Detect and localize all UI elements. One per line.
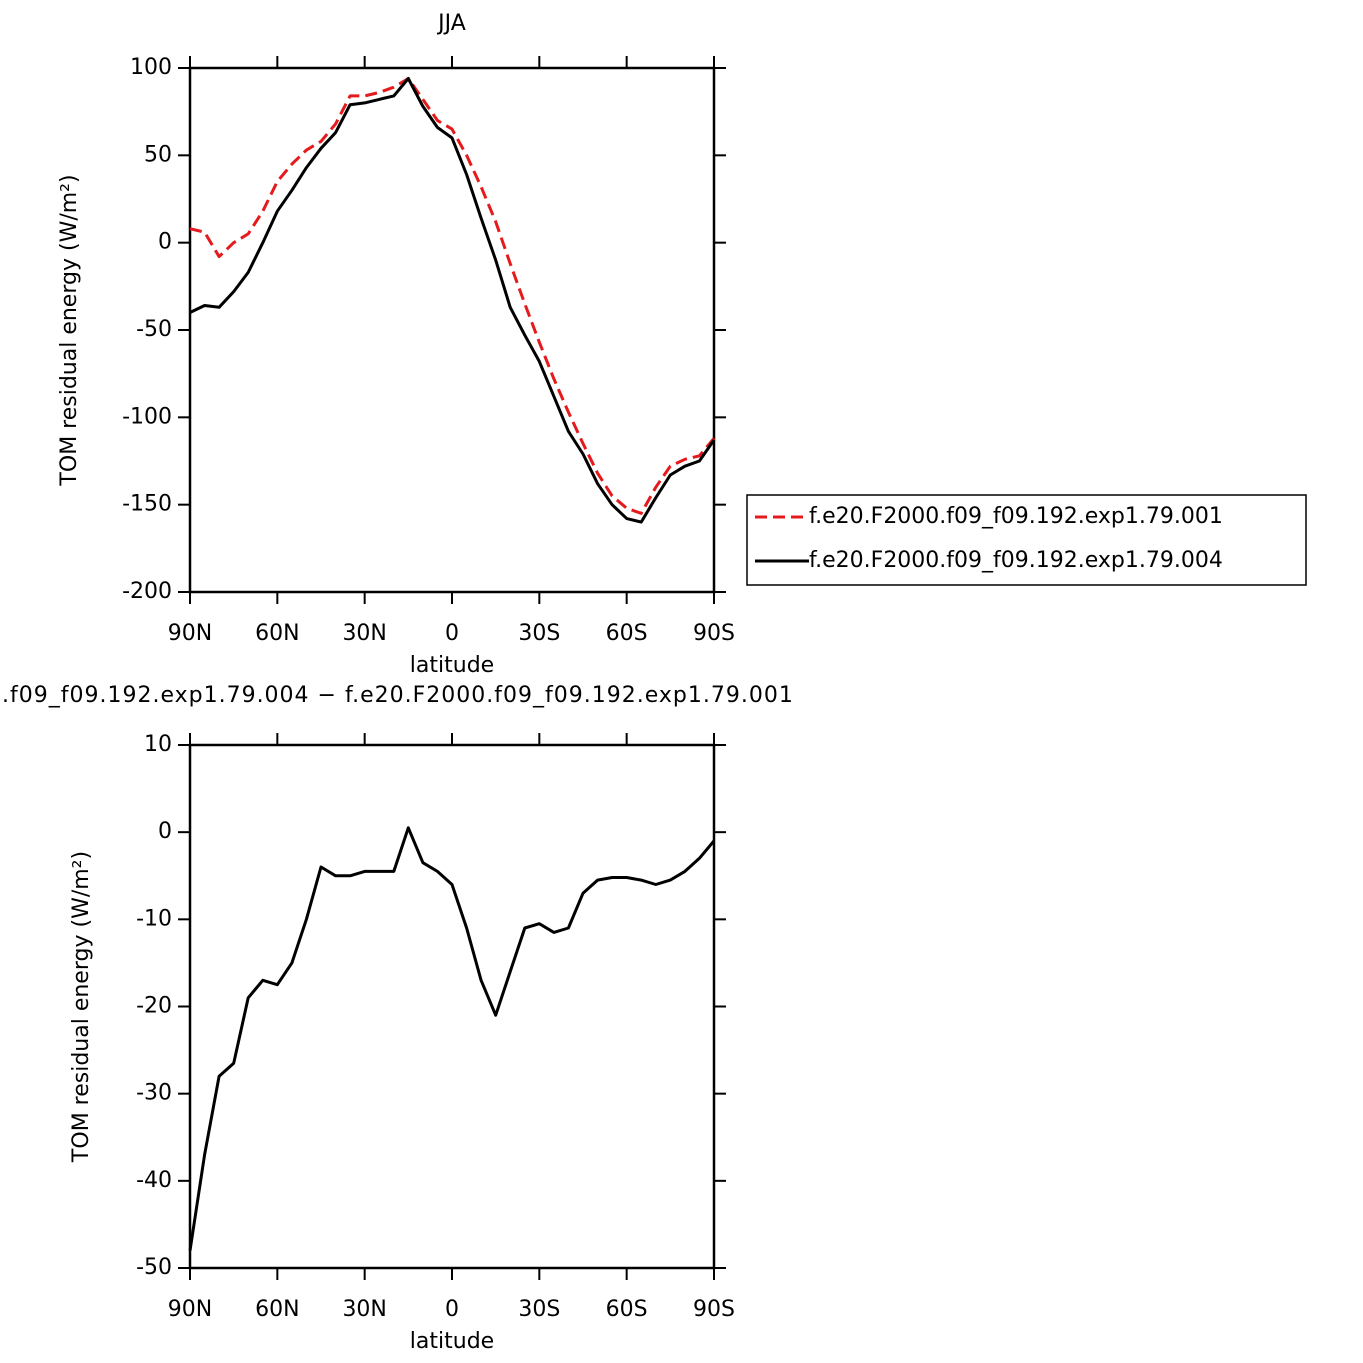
y-tick-label: -20 <box>136 994 172 1019</box>
x-axis-label: latitude <box>410 653 494 678</box>
x-tick-label: 90S <box>693 621 735 646</box>
x-tick-label: 30S <box>518 1297 560 1322</box>
x-tick-label: 30N <box>342 1297 386 1322</box>
y-tick-label: 0 <box>158 230 172 255</box>
plot-frame <box>188 743 716 1270</box>
y-tick-label: -50 <box>136 1255 172 1280</box>
y-tick-label: 100 <box>130 55 172 80</box>
chart-title: JJA <box>436 11 466 36</box>
y-tick-label: -200 <box>122 579 172 604</box>
y-tick-label: -50 <box>136 317 172 342</box>
x-tick-label: 60N <box>255 1297 299 1322</box>
x-tick-label: 60S <box>606 1297 648 1322</box>
legend-label: f.e20.F2000.f09_f09.192.exp1.79.004 <box>809 548 1223 573</box>
y-tick-label: 10 <box>144 732 172 757</box>
data-line <box>189 77 716 515</box>
x-tick-label: 0 <box>445 1297 459 1322</box>
y-tick-label: -30 <box>136 1081 172 1106</box>
x-tick-label: 90N <box>168 621 212 646</box>
y-axis-label: TOM residual energy (W/m²) <box>57 174 82 486</box>
x-tick-label: 30S <box>518 621 560 646</box>
x-tick-label: 90N <box>168 1297 212 1322</box>
legend-box <box>746 494 1307 586</box>
x-tick-label: 60N <box>255 621 299 646</box>
y-tick-label: 50 <box>144 142 172 167</box>
data-line <box>189 77 716 524</box>
x-tick-label: 30N <box>342 621 386 646</box>
data-line <box>188 826 716 1251</box>
plot-frame <box>188 66 716 594</box>
legend-label: f.e20.F2000.f09_f09.192.exp1.79.001 <box>809 504 1223 529</box>
y-tick-label: -100 <box>122 404 172 429</box>
y-tick-label: -150 <box>122 492 172 517</box>
chart-title: .f09_f09.192.exp1.79.004 − f.e20.F2000.f… <box>2 683 794 708</box>
x-axis-label: latitude <box>410 1329 494 1354</box>
x-tick-label: 60S <box>606 621 648 646</box>
y-tick-label: -10 <box>136 906 172 931</box>
y-tick-label: -40 <box>136 1168 172 1193</box>
x-tick-label: 90S <box>693 1297 735 1322</box>
x-tick-label: 0 <box>445 621 459 646</box>
y-axis-label: TOM residual energy (W/m²) <box>69 851 94 1163</box>
y-tick-label: 0 <box>158 819 172 844</box>
